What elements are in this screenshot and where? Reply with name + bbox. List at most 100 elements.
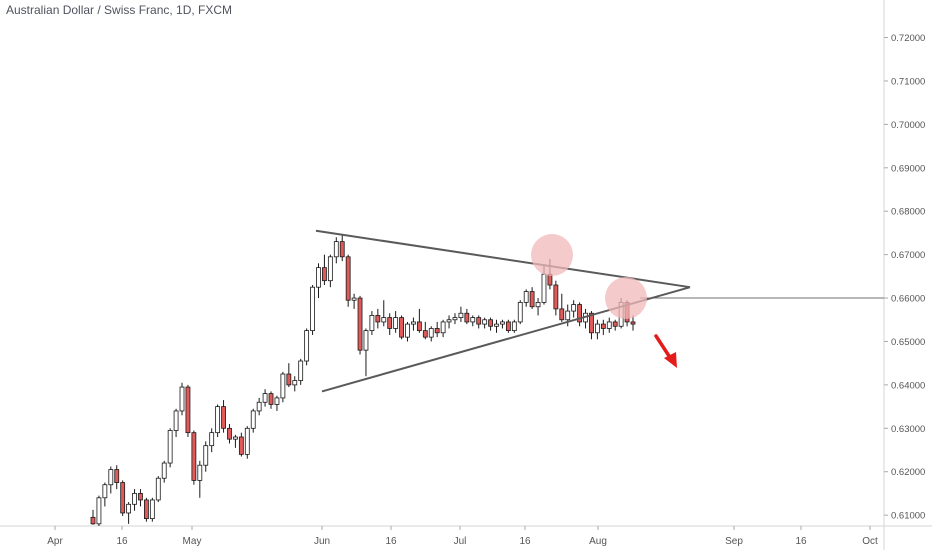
- candle: [90, 516, 96, 525]
- candle: [250, 410, 256, 429]
- candle: [482, 319, 488, 325]
- candle: [191, 432, 197, 481]
- x-tick-label: Aug: [589, 536, 607, 547]
- y-tick-label: 0.66000: [891, 294, 925, 305]
- candle: [333, 241, 339, 258]
- candle: [286, 373, 292, 386]
- candle: [114, 469, 120, 483]
- candle: [102, 484, 108, 499]
- candle: [155, 477, 161, 501]
- candle: [630, 321, 636, 325]
- highlight-circle: [605, 277, 647, 319]
- candle: [517, 301, 523, 323]
- x-tick-label: Jul: [454, 536, 467, 547]
- x-tick-label: 16: [116, 536, 128, 547]
- y-tick-label: 0.67000: [891, 250, 925, 261]
- candle: [322, 267, 327, 282]
- candle: [345, 256, 351, 301]
- y-tick-label: 0.64000: [891, 380, 925, 391]
- arrow-down-icon: [664, 352, 677, 368]
- candle: [464, 312, 470, 323]
- candle: [505, 321, 511, 332]
- candle: [375, 315, 381, 323]
- candle: [600, 323, 606, 329]
- x-tick-label: Sep: [725, 536, 743, 547]
- highlight-circle: [531, 234, 573, 276]
- x-tick-label: Apr: [47, 536, 63, 547]
- candle: [500, 321, 505, 325]
- candle: [292, 380, 298, 386]
- candle: [221, 406, 226, 429]
- candle: [559, 308, 565, 321]
- candle: [577, 304, 582, 323]
- candle: [416, 321, 422, 332]
- candle: [594, 323, 600, 334]
- y-tick-label: 0.70000: [891, 120, 925, 131]
- candle: [138, 493, 143, 501]
- candle: [351, 297, 357, 301]
- candle: [298, 360, 304, 381]
- candle: [488, 319, 493, 327]
- x-tick-label: 16: [385, 536, 397, 547]
- x-tick-label: Oct: [862, 536, 878, 547]
- candle: [316, 267, 321, 288]
- x-tick-label: May: [183, 536, 202, 547]
- candle: [197, 464, 203, 481]
- candle: [458, 312, 464, 318]
- candle: [244, 427, 250, 455]
- candle: [339, 241, 345, 258]
- candle: [434, 328, 440, 334]
- candle: [96, 497, 102, 525]
- y-tick-label: 0.65000: [891, 337, 925, 348]
- candle: [589, 312, 594, 334]
- candle: [256, 401, 262, 412]
- candle: [274, 397, 280, 405]
- candle: [399, 317, 404, 338]
- candle: [149, 499, 155, 520]
- candle: [381, 317, 387, 323]
- candle: [612, 321, 618, 327]
- arrow-shaft: [654, 334, 673, 361]
- candle: [428, 328, 434, 338]
- candle: [553, 284, 559, 310]
- candle: [227, 427, 232, 440]
- candle: [446, 319, 452, 323]
- x-tick-label: 16: [795, 536, 807, 547]
- candle: [511, 321, 517, 332]
- candle: [161, 462, 167, 479]
- y-tick-label: 0.72000: [891, 33, 925, 44]
- candle: [120, 482, 126, 514]
- candle: [108, 469, 114, 486]
- candle: [411, 321, 416, 325]
- y-tick-label: 0.61000: [891, 511, 925, 522]
- candle: [387, 317, 393, 329]
- candle: [233, 436, 238, 440]
- candle: [405, 323, 410, 338]
- candle: [238, 436, 244, 455]
- candle: [268, 393, 274, 405]
- candle: [262, 393, 268, 403]
- candle: [535, 301, 541, 308]
- candle: [185, 386, 191, 434]
- candle: [529, 291, 535, 308]
- y-tick-label: 0.69000: [891, 163, 925, 174]
- candle: [541, 273, 547, 303]
- candle: [304, 330, 310, 362]
- candle: [310, 286, 315, 332]
- candle: [203, 445, 209, 466]
- y-tick-label: 0.68000: [891, 207, 925, 218]
- x-tick-label: Jun: [314, 536, 330, 547]
- candle: [422, 330, 428, 338]
- candle: [209, 432, 215, 447]
- candle: [470, 317, 476, 323]
- candle: [571, 304, 577, 312]
- y-tick-label: 0.63000: [891, 424, 925, 435]
- x-tick-label: 16: [519, 536, 531, 547]
- candle: [565, 310, 571, 321]
- candle: [327, 256, 333, 282]
- candle: [215, 406, 221, 434]
- candle: [126, 503, 132, 514]
- candle: [357, 297, 363, 351]
